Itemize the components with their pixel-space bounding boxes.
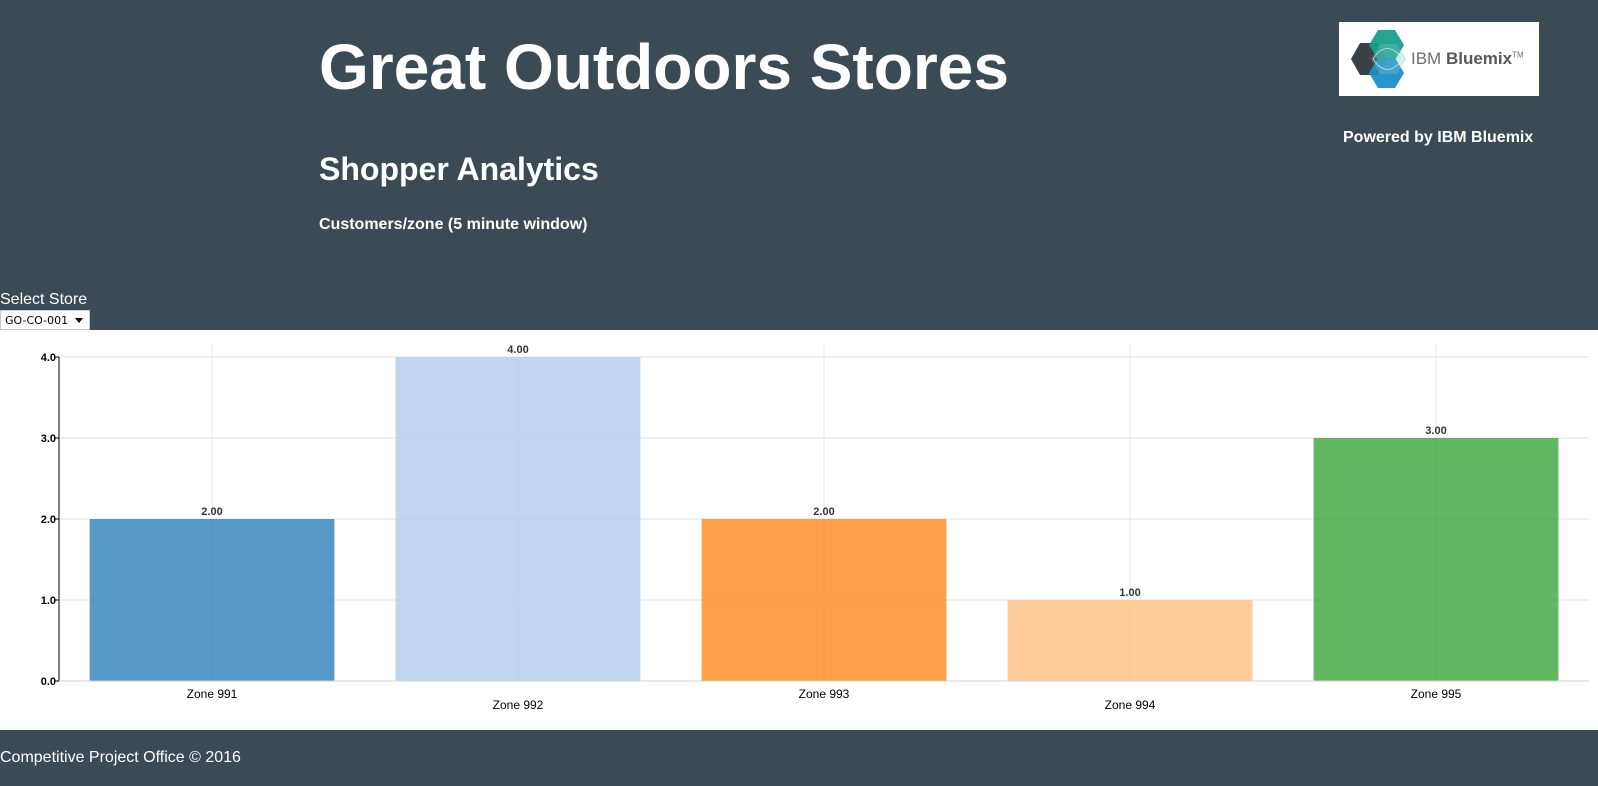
chart-caption: Customers/zone (5 minute window) — [319, 216, 588, 233]
data-label: 3.00 — [1425, 425, 1446, 437]
y-tick-label: 2.0 — [41, 514, 56, 526]
page-subtitle: Shopper Analytics — [319, 151, 599, 187]
logo-wordmark: IBM BluemixTM — [1411, 49, 1524, 68]
bar — [395, 357, 641, 681]
store-select-label: Select Store — [0, 291, 88, 308]
data-label: 4.00 — [507, 344, 528, 356]
bar — [701, 519, 947, 681]
y-tick-label: 1.0 — [41, 595, 56, 607]
y-tick-label: 4.0 — [41, 352, 56, 364]
y-tick-label: 0.0 — [41, 676, 56, 688]
page-title: Great Outdoors Stores — [319, 31, 1009, 103]
ibm-bluemix-logo: IBM BluemixTM — [1339, 22, 1539, 96]
bar — [89, 519, 335, 681]
x-tick-label: Zone 993 — [799, 687, 850, 701]
powered-by-label: Powered by IBM Bluemix — [1343, 129, 1534, 146]
bluemix-hexagon-icon — [1351, 30, 1406, 88]
data-label: 2.00 — [813, 506, 834, 518]
footer: Competitive Project Office © 2016 — [0, 730, 1598, 786]
x-tick-label: Zone 991 — [187, 687, 238, 701]
store-select-value: GO-CO-001 — [5, 314, 69, 327]
data-label: 1.00 — [1119, 587, 1140, 599]
header: Great Outdoors Stores Shopper Analytics … — [0, 0, 1598, 330]
y-tick-label: 3.0 — [41, 433, 56, 445]
x-tick-label: Zone 995 — [1411, 687, 1462, 701]
x-tick-label: Zone 992 — [493, 698, 544, 712]
data-label: 2.00 — [201, 506, 222, 518]
bar — [1313, 438, 1559, 681]
bar — [1007, 600, 1253, 681]
footer-text: Competitive Project Office © 2016 — [0, 749, 241, 766]
bar-chart: 0.0 1.0 2.0 3.0 4.0 2.00 Zone 991 4.00 Zone 992 2… — [41, 344, 1589, 712]
chevron-down-icon — [75, 318, 83, 323]
x-tick-label: Zone 994 — [1105, 698, 1156, 712]
chart-area: 0.0 1.0 2.0 3.0 4.0 2.00 Zone 991 4.00 Zone 992 2… — [0, 330, 1598, 730]
store-select[interactable]: GO-CO-001 — [0, 310, 90, 330]
